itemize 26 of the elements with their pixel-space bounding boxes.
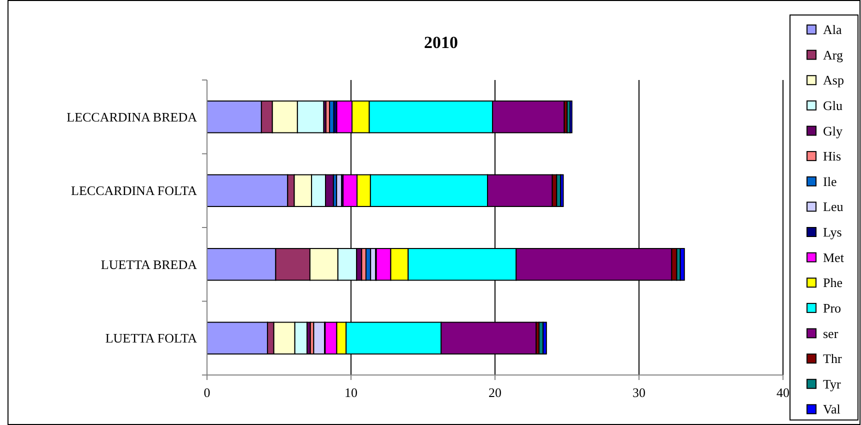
x-tick-label: 20	[488, 385, 502, 400]
legend-label: His	[823, 148, 842, 164]
legend-label: Ile	[823, 174, 837, 189]
y-tick-label: LECCARDINA FOLTA	[71, 183, 198, 198]
legend-label: Ala	[823, 22, 842, 37]
legend-label: Lys	[823, 224, 842, 240]
legend-label: Thr	[823, 351, 842, 366]
legend-label: Val	[823, 402, 841, 417]
legend-label: Asp	[823, 72, 844, 88]
y-tick-label: LUETTA BREDA	[100, 256, 198, 272]
chart-title: 2010	[424, 33, 458, 52]
y-tick-label: LUETTA FOLTA	[105, 330, 198, 346]
legend-label: Pro	[823, 300, 842, 316]
legend-label: Leu	[823, 199, 844, 214]
legend-label: Gly	[823, 123, 843, 138]
x-tick-label: 0	[204, 385, 210, 400]
legend-label: Phe	[823, 275, 843, 290]
x-tick-label: 30	[632, 385, 646, 400]
legend-label: Glu	[823, 98, 843, 113]
legend-label: Met	[823, 250, 844, 265]
legend-label: ser	[823, 326, 839, 341]
legend-label: Arg	[823, 47, 844, 62]
x-tick-label: 40	[776, 385, 790, 400]
y-tick-label: LECCARDINA BREDA	[66, 109, 198, 124]
legend-label: Tyr	[823, 376, 842, 392]
x-tick-label: 10	[344, 385, 358, 400]
